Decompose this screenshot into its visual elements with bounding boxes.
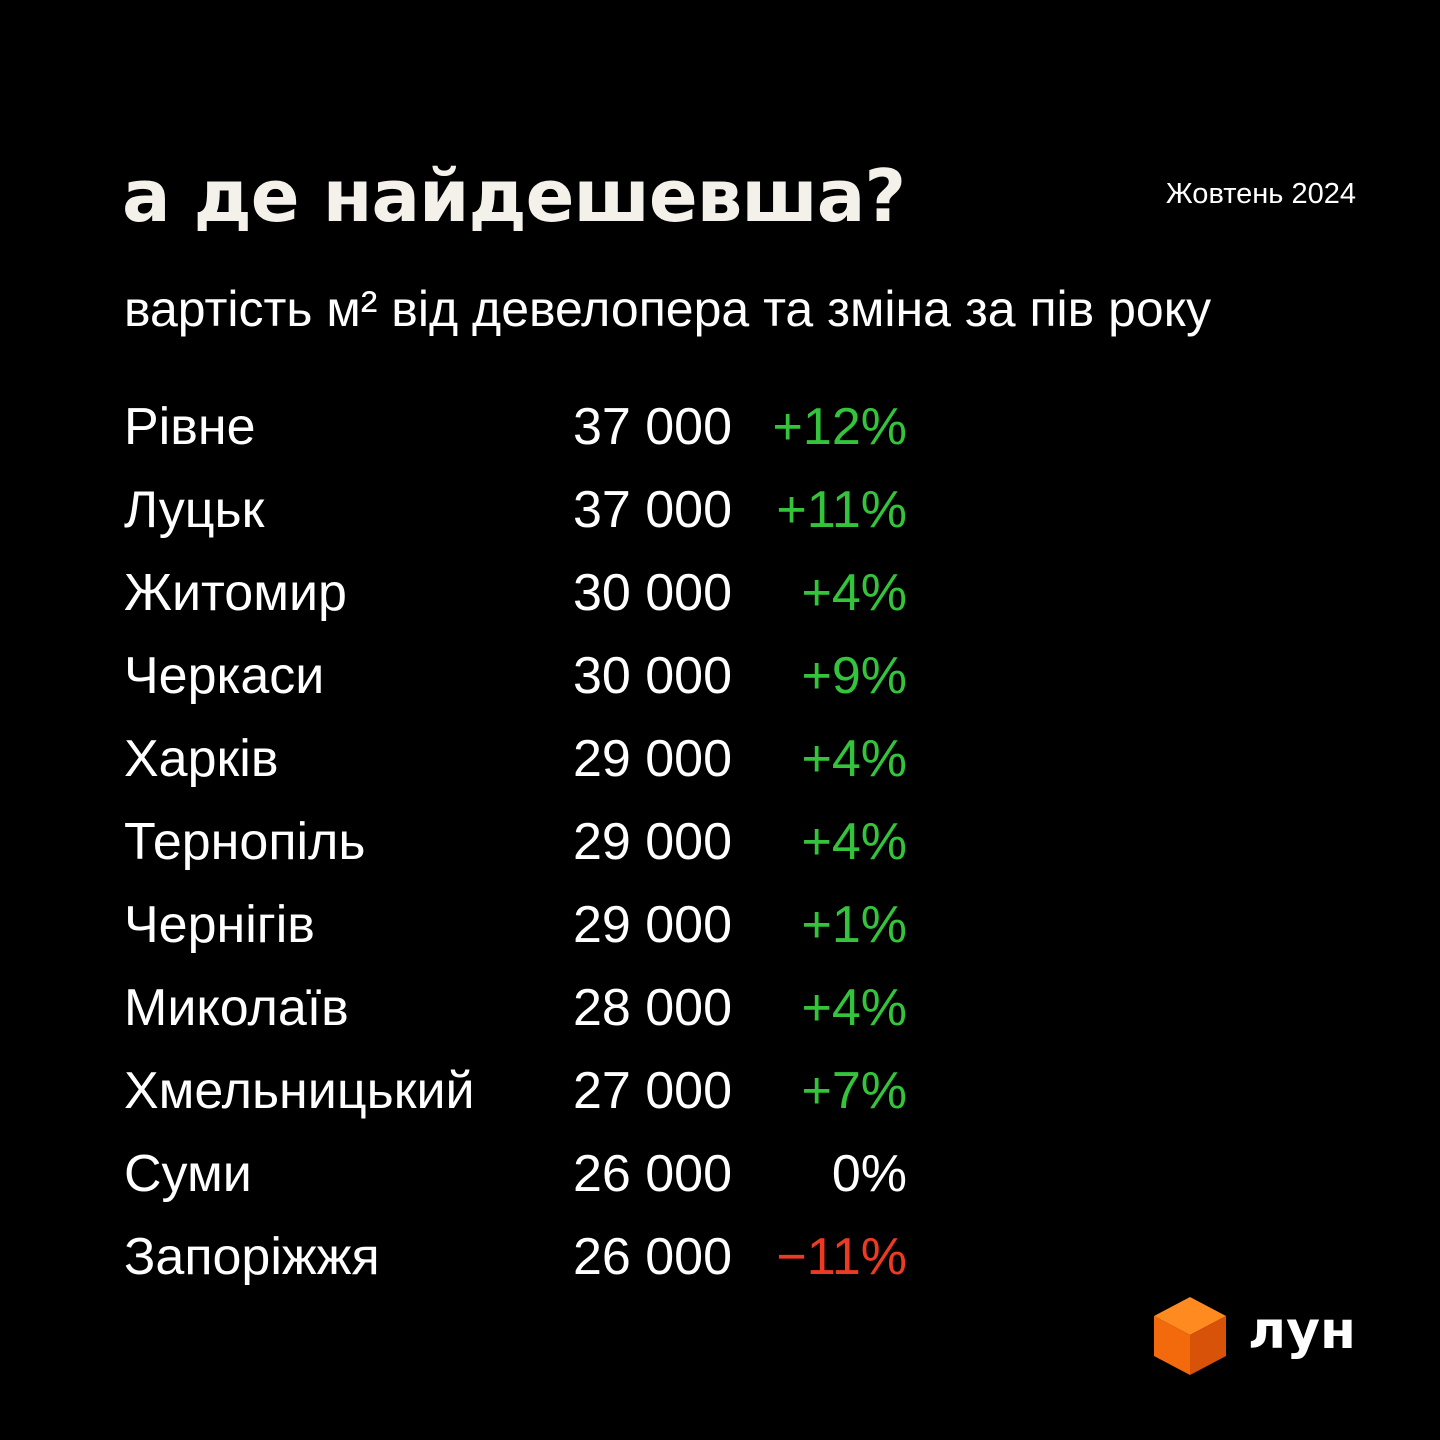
price-value: 28 000 (572, 979, 732, 1037)
change-value: +4% (801, 564, 907, 622)
change-value: 0% (831, 1145, 907, 1203)
city-name: Рівне (124, 398, 256, 456)
price-value: 26 000 (572, 1145, 732, 1203)
city-name: Тернопіль (124, 813, 366, 871)
brand-logo[interactable]: лун (1152, 1295, 1362, 1377)
change-value: +9% (801, 647, 907, 705)
change-value: +7% (801, 1062, 907, 1120)
city-name: Суми (124, 1145, 252, 1203)
table-row: Тернопіль 29 000 +4% (124, 813, 924, 896)
change-value: +12% (772, 398, 907, 456)
price-table: Рівне 37 000 +12% Луцьк 37 000 +11% Житомир 30 … (124, 398, 924, 1311)
city-name: Чернігів (124, 896, 315, 954)
price-value: 30 000 (572, 647, 732, 705)
price-value: 37 000 (572, 481, 732, 539)
city-name: Житомир (124, 564, 347, 622)
table-row: Суми 26 000 0% (124, 1145, 924, 1228)
price-value: 26 000 (572, 1228, 732, 1286)
price-value: 27 000 (572, 1062, 732, 1120)
table-row: Харків 29 000 +4% (124, 730, 924, 813)
orange-cube-icon (1154, 1297, 1226, 1375)
city-name: Харків (124, 730, 279, 788)
change-value: +4% (801, 730, 907, 788)
table-row: Запоріжжя 26 000 −11% (124, 1228, 924, 1311)
city-name: Запоріжжя (124, 1228, 380, 1286)
price-value: 29 000 (572, 813, 732, 871)
change-value: +1% (801, 896, 907, 954)
page-title: а де найдешевша? (122, 154, 906, 238)
table-row: Рівне 37 000 +12% (124, 398, 924, 481)
change-value: −11% (776, 1228, 907, 1286)
table-row: Житомир 30 000 +4% (124, 564, 924, 647)
brand-logo-text: лун (1248, 1301, 1356, 1361)
price-value: 29 000 (572, 896, 732, 954)
date-label: Жовтень 2024 (1165, 178, 1356, 210)
table-row: Хмельницький 27 000 +7% (124, 1062, 924, 1145)
city-name: Миколаїв (124, 979, 349, 1037)
table-row: Черкаси 30 000 +9% (124, 647, 924, 730)
table-row: Луцьк 37 000 +11% (124, 481, 924, 564)
table-row: Чернігів 29 000 +1% (124, 896, 924, 979)
city-name: Луцьк (124, 481, 265, 539)
change-value: +4% (801, 813, 907, 871)
price-value: 30 000 (572, 564, 732, 622)
page-subtitle: вартість м² від девелопера та зміна за п… (124, 281, 1212, 337)
change-value: +4% (801, 979, 907, 1037)
price-value: 37 000 (572, 398, 732, 456)
change-value: +11% (776, 481, 907, 539)
city-name: Черкаси (124, 647, 325, 705)
table-row: Миколаїв 28 000 +4% (124, 979, 924, 1062)
city-name: Хмельницький (124, 1062, 475, 1120)
price-value: 29 000 (572, 730, 732, 788)
